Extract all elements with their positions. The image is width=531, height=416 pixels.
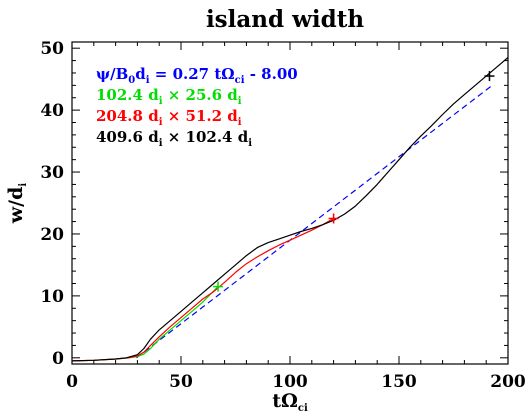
series-line-3 — [71, 57, 509, 362]
legend-entry-3: 409.6 di × 102.4 di — [96, 128, 252, 149]
series-line-0 — [136, 86, 491, 359]
plus-marker-2 — [484, 71, 495, 82]
x-tick-label: 50 — [169, 372, 193, 392]
legend-entry-2: 204.8 di × 51.2 di — [96, 107, 242, 128]
x-tick-label: 150 — [381, 372, 417, 392]
y-tick-label: 0 — [52, 349, 64, 369]
series-line-2 — [71, 217, 334, 362]
y-tick-label: 40 — [40, 101, 64, 121]
legend-entry-0: ψ/B0di = 0.27 tΩci - 8.00 — [96, 65, 298, 86]
marker-group — [213, 71, 495, 292]
y-tick-label: 20 — [40, 225, 64, 245]
y-tick-label: 30 — [40, 163, 64, 183]
y-tick-label: 10 — [40, 287, 64, 307]
y-axis-label: w/di — [5, 183, 29, 225]
plus-marker-0 — [213, 281, 224, 292]
y-tick-label: 50 — [40, 39, 64, 59]
plus-marker-1 — [328, 213, 339, 224]
x-axis-label: tΩci — [272, 390, 308, 414]
series-group — [71, 57, 509, 362]
x-tick-label: 200 — [490, 372, 526, 392]
x-tick-label: 100 — [272, 372, 308, 392]
x-tick-label: 0 — [66, 372, 78, 392]
legend-entry-1: 102.4 di × 25.6 di — [96, 86, 242, 107]
axis-ticks: 0 50 100 150 200 0 10 20 30 40 50 — [40, 39, 526, 392]
chart-title: island width — [206, 6, 364, 33]
